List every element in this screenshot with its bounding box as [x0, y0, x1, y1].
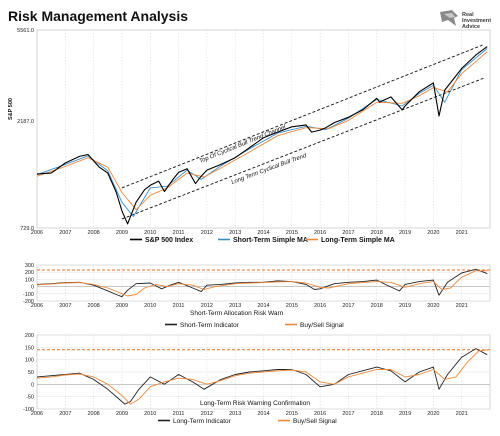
page-title: Risk Management Analysis: [8, 8, 188, 24]
x-tick-label: 2014: [257, 230, 269, 236]
eagle-icon: [440, 10, 458, 26]
legend-label: S&P 500 Index: [145, 237, 193, 244]
series-line-3: [36, 51, 488, 211]
x-tick-label: 2021: [456, 411, 468, 417]
x-tick-label: 2013: [229, 411, 241, 417]
x-tick-label: 2008: [88, 411, 100, 417]
x-tick-label: 2014: [257, 303, 269, 309]
logo-line-1: Real: [462, 12, 474, 18]
x-tick-label: 2015: [286, 230, 298, 236]
logo-line-2: Investment: [462, 18, 491, 24]
x-tick-label: 2007: [59, 303, 71, 309]
x-tick-label: 2014: [257, 411, 269, 417]
y-tick-label: 200: [25, 270, 34, 276]
y-axis-label: S&P 500: [8, 98, 14, 120]
legend-label: Short-Term Simple MA: [233, 237, 308, 244]
y-tick-label: 100: [25, 277, 34, 283]
x-tick-label: 2007: [59, 411, 71, 417]
x-tick-label: 2018: [371, 230, 383, 236]
y-tick-label: -200: [23, 299, 34, 305]
series-line-1: [36, 46, 488, 225]
x-tick-label: 2013: [229, 230, 241, 236]
x-tick-label: 2020: [427, 230, 439, 236]
x-tick-label: 2017: [342, 303, 354, 309]
logo: Real Investment Advice: [440, 10, 491, 30]
x-tick-label: 2009: [116, 303, 128, 309]
x-tick-label: 2006: [31, 303, 43, 309]
x-tick-label: 2019: [399, 411, 411, 417]
x-tick-label: 2006: [31, 230, 43, 236]
y-tick-label: 150: [25, 345, 34, 351]
legend-label: Buy/Sell Signal: [293, 418, 337, 425]
logo-line-3: Advice: [462, 24, 480, 30]
chart-panel-2: 2006 2007 2008 2009 2010 2011 2012 2013 2014 2015…: [23, 263, 491, 329]
panel-title: Short-Term Allocation Risk Warn: [190, 310, 284, 317]
x-tick-label: 2018: [371, 411, 383, 417]
x-tick-label: 2010: [144, 411, 156, 417]
x-tick-label: 2007: [59, 230, 71, 236]
x-tick-label: 2017: [342, 230, 354, 236]
y-tick-label: 0: [31, 382, 34, 388]
y-tick-label: 300: [25, 263, 34, 269]
x-tick-label: 2016: [314, 411, 326, 417]
y-tick-label: 0: [31, 285, 34, 291]
x-tick-label: 2019: [399, 303, 411, 309]
x-tick-label: 2008: [88, 303, 100, 309]
x-tick-label: 2009: [116, 230, 128, 236]
legend-label: Short-Term Indicator: [180, 322, 240, 329]
x-tick-label: 2011: [173, 411, 185, 417]
x-tick-label: 2010: [144, 303, 156, 309]
y-tick-label: 200: [25, 333, 34, 339]
series-line-2: [36, 48, 488, 217]
y-tick-label: -50: [26, 395, 34, 401]
x-tick-label: 2019: [399, 230, 411, 236]
x-tick-label: 2021: [456, 303, 468, 309]
x-tick-label: 2006: [31, 411, 43, 417]
x-tick-label: 2016: [314, 303, 326, 309]
y-tick-label: 2187.0: [17, 119, 34, 125]
x-tick-label: 2008: [88, 230, 100, 236]
series-line-1: [36, 268, 488, 298]
legend-label: Long-Term Simple MA: [321, 237, 395, 244]
x-tick-label: 2012: [201, 303, 213, 309]
y-tick-label: -100: [23, 292, 34, 298]
x-tick-label: 2017: [342, 411, 354, 417]
series-line-1: [36, 348, 488, 405]
x-tick-label: 2011: [173, 230, 185, 236]
x-tick-label: 2009: [116, 411, 128, 417]
x-tick-label: 2013: [229, 303, 241, 309]
x-tick-label: 2020: [427, 303, 439, 309]
series-line-2: [36, 349, 488, 405]
legend-label: Buy/Sell Signal: [300, 322, 344, 329]
x-tick-label: 2012: [201, 230, 213, 236]
y-tick-label: 50: [28, 370, 34, 376]
x-tick-label: 2016: [314, 230, 326, 236]
x-tick-label: 2020: [427, 411, 439, 417]
x-tick-label: 2018: [371, 303, 383, 309]
x-tick-label: 2015: [286, 411, 298, 417]
x-tick-label: 2010: [144, 230, 156, 236]
x-tick-label: 2021: [456, 230, 468, 236]
y-tick-label: 100: [25, 358, 34, 364]
x-tick-label: 2011: [173, 303, 185, 309]
series-line-2: [36, 270, 488, 297]
y-tick-label: -100: [23, 407, 34, 413]
x-tick-label: 2015: [286, 303, 298, 309]
y-tick-label: 729.0: [20, 226, 34, 232]
x-tick-label: 2012: [201, 411, 213, 417]
panel-title: Long-Term Risk Warning Confirmation: [200, 400, 310, 407]
y-tick-label: 5561.0: [17, 28, 34, 34]
chart-panel-1: 2006 2007 2008 2009 2010 2011 2012 2013 2014 2015…: [8, 28, 491, 244]
legend-label: Long-Term Indicator: [173, 418, 232, 425]
chart-panel-3: 2006 2007 2008 2009 2010 2011 2012 2013 2014 2015…: [23, 333, 491, 425]
